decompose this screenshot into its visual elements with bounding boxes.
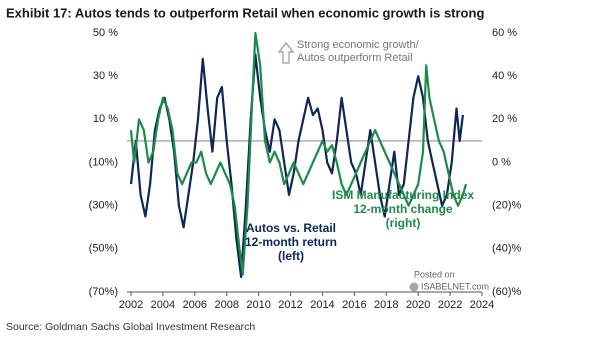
y2-tick-label: 60 % (492, 27, 517, 39)
y2-tick-label: (40)% (492, 243, 522, 255)
x-tick-label: 2008 (214, 299, 238, 311)
y2-tick-label: (20)% (492, 200, 522, 212)
series-label: 12-month change (353, 202, 453, 216)
y-tick-label: (50%) (89, 243, 118, 255)
source: Source: Goldman Sachs Global Investment … (6, 321, 255, 333)
x-tick-label: 2006 (183, 299, 207, 311)
x-tick-label: 2014 (310, 299, 334, 311)
y2-tick-label: 40 % (492, 70, 517, 82)
watermark: ISABELNET.com (421, 281, 489, 291)
y-tick-label: 50 % (93, 27, 118, 39)
x-tick-label: 2004 (151, 299, 175, 311)
annotation: Autos outperform Retail (297, 52, 413, 64)
y-tick-label: (70%) (89, 286, 118, 298)
chart-title: Exhibit 17: Autos tends to outperform Re… (6, 5, 484, 20)
series-line (129, 53, 464, 278)
y-tick-label: (30%) (89, 200, 118, 212)
series-label: (left) (278, 249, 304, 263)
x-tick-label: 2016 (342, 299, 366, 311)
watermark: Posted on (414, 269, 455, 279)
x-tick-label: 2018 (374, 299, 398, 311)
arrow-icon (277, 42, 295, 64)
series-label: 12-month return (245, 235, 337, 249)
y-tick-label: 10 % (93, 113, 118, 125)
x-tick-label: 2024 (470, 299, 494, 311)
x-tick-label: 2010 (246, 299, 270, 311)
annotation: Strong economic growth/ (297, 39, 420, 51)
y-tick-label: (10%) (89, 156, 118, 168)
y2-tick-label: (60)% (492, 286, 522, 298)
y2-tick-label: 0 % (492, 156, 511, 168)
y-tick-label: 30 % (93, 70, 118, 82)
x-tick-label: 2022 (438, 299, 462, 311)
series-label: ISM Manufacturing Index (332, 188, 474, 202)
y2-tick-label: 20 % (492, 113, 517, 125)
x-tick-label: 2012 (278, 299, 302, 311)
series-label: (right) (386, 216, 421, 230)
series-label: Autos vs. Retail (246, 221, 336, 235)
watermark-icon (409, 282, 419, 292)
x-tick-label: 2002 (119, 299, 143, 311)
x-tick-label: 2020 (406, 299, 430, 311)
series-line (129, 31, 468, 276)
